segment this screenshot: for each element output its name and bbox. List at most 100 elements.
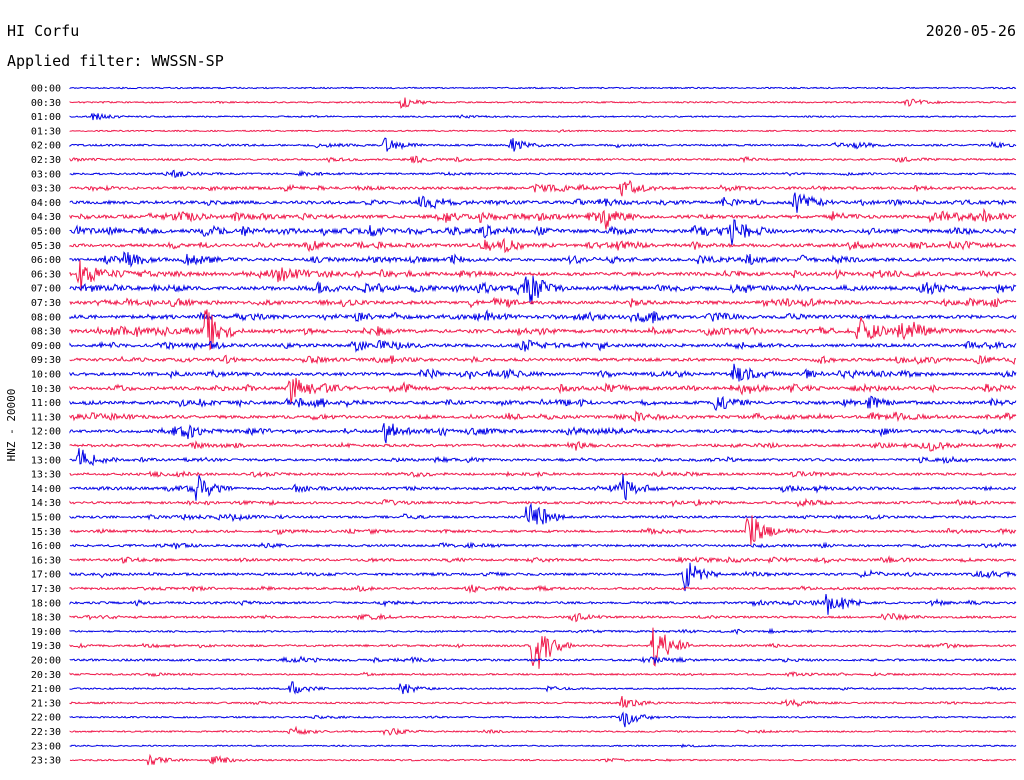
row-time-label: 01:30 <box>31 126 61 137</box>
row-time-label: 14:00 <box>31 484 61 495</box>
trace-line <box>69 192 1017 213</box>
trace-line <box>69 448 1017 467</box>
trace-line <box>69 377 1017 405</box>
row-time-label: 13:00 <box>31 455 61 466</box>
trace-line <box>69 584 1017 594</box>
trace-line <box>69 395 1017 412</box>
trace-line <box>69 594 1017 615</box>
station-title: HI Corfu <box>7 22 79 40</box>
row-time-label: 11:00 <box>31 398 61 409</box>
trace-line <box>69 627 1017 636</box>
row-time-label: 19:00 <box>31 627 61 638</box>
trace-line <box>69 309 1017 351</box>
y-axis-label: HNZ - 20000 <box>5 389 18 462</box>
trace-line <box>69 497 1017 508</box>
trace-line <box>69 753 1017 766</box>
row-time-label: 10:00 <box>31 370 61 381</box>
row-time-label: 06:00 <box>31 255 61 266</box>
row-time-label: 04:30 <box>31 212 61 223</box>
trace-line <box>69 251 1017 268</box>
trace-line <box>69 555 1017 565</box>
row-time-label: 01:00 <box>31 112 61 123</box>
date-label: 2020-05-26 <box>926 22 1016 40</box>
trace-line <box>69 655 1017 664</box>
trace-line <box>69 695 1017 709</box>
trace-line <box>69 681 1017 695</box>
filter-label: Applied filter: WWSSN-SP <box>7 52 224 70</box>
row-time-label: 00:30 <box>31 98 61 109</box>
row-time-label: 20:00 <box>31 656 61 667</box>
trace-line <box>69 725 1017 736</box>
row-time-label: 20:30 <box>31 670 61 681</box>
trace-line <box>69 440 1017 452</box>
row-time-label: 23:00 <box>31 741 61 752</box>
trace-line <box>69 275 1017 305</box>
row-time-label: 12:00 <box>31 427 61 438</box>
trace-line <box>69 97 1017 109</box>
row-time-label: 11:30 <box>31 412 61 423</box>
row-time-label: 21:30 <box>31 698 61 709</box>
trace-line <box>69 502 1017 525</box>
row-time-label: 07:30 <box>31 298 61 309</box>
row-time-label: 08:30 <box>31 327 61 338</box>
row-time-label: 02:00 <box>31 141 61 152</box>
trace-line <box>69 137 1017 152</box>
row-time-label: 18:00 <box>31 598 61 609</box>
trace-rows: 00:00 00:30 01:00 01:30 02:00 02:30 03:00 03:30… <box>31 84 1017 767</box>
row-time-label: 03:30 <box>31 184 61 195</box>
trace-line <box>69 711 1017 728</box>
row-time-label: 19:30 <box>31 641 61 652</box>
trace-line <box>69 169 1017 178</box>
row-time-label: 16:00 <box>31 541 61 552</box>
trace-line <box>69 743 1017 749</box>
trace-line <box>69 207 1017 230</box>
row-time-label: 06:30 <box>31 269 61 280</box>
trace-line <box>69 339 1017 353</box>
row-time-label: 09:30 <box>31 355 61 366</box>
row-time-label: 00:00 <box>31 84 61 95</box>
row-time-label: 16:30 <box>31 555 61 566</box>
row-time-label: 08:00 <box>31 312 61 323</box>
row-time-label: 15:00 <box>31 513 61 524</box>
trace-line <box>69 627 1017 669</box>
row-time-label: 22:00 <box>31 713 61 724</box>
row-time-label: 05:30 <box>31 241 61 252</box>
row-time-label: 02:30 <box>31 155 61 166</box>
row-time-label: 17:30 <box>31 584 61 595</box>
row-time-label: 21:00 <box>31 684 61 695</box>
row-time-label: 23:30 <box>31 756 61 767</box>
trace-line <box>69 562 1017 592</box>
trace-line <box>69 179 1017 197</box>
trace-line <box>69 219 1017 245</box>
trace-line <box>69 86 1017 90</box>
row-time-label: 13:30 <box>31 470 61 481</box>
trace-line <box>69 354 1017 365</box>
row-time-label: 07:00 <box>31 284 61 295</box>
trace-line <box>69 423 1017 444</box>
row-time-label: 15:30 <box>31 527 61 538</box>
trace-line <box>69 237 1017 254</box>
row-time-label: 09:00 <box>31 341 61 352</box>
trace-line <box>69 309 1017 324</box>
trace-line <box>69 260 1017 292</box>
trace-line <box>69 410 1017 423</box>
trace-line <box>69 469 1017 479</box>
row-time-label: 18:30 <box>31 613 61 624</box>
trace-line <box>69 541 1017 550</box>
row-time-label: 03:00 <box>31 169 61 180</box>
trace-line <box>69 129 1017 133</box>
row-time-label: 04:00 <box>31 198 61 209</box>
trace-line <box>69 612 1017 623</box>
row-time-label: 22:30 <box>31 727 61 738</box>
trace-line <box>69 515 1017 545</box>
row-time-label: 10:30 <box>31 384 61 395</box>
row-time-label: 12:30 <box>31 441 61 452</box>
trace-line <box>69 363 1017 382</box>
row-time-label: 05:00 <box>31 227 61 238</box>
trace-line <box>69 296 1017 309</box>
trace-line <box>69 671 1017 678</box>
trace-line <box>69 112 1017 121</box>
row-time-label: 17:00 <box>31 570 61 581</box>
trace-line <box>69 155 1017 164</box>
